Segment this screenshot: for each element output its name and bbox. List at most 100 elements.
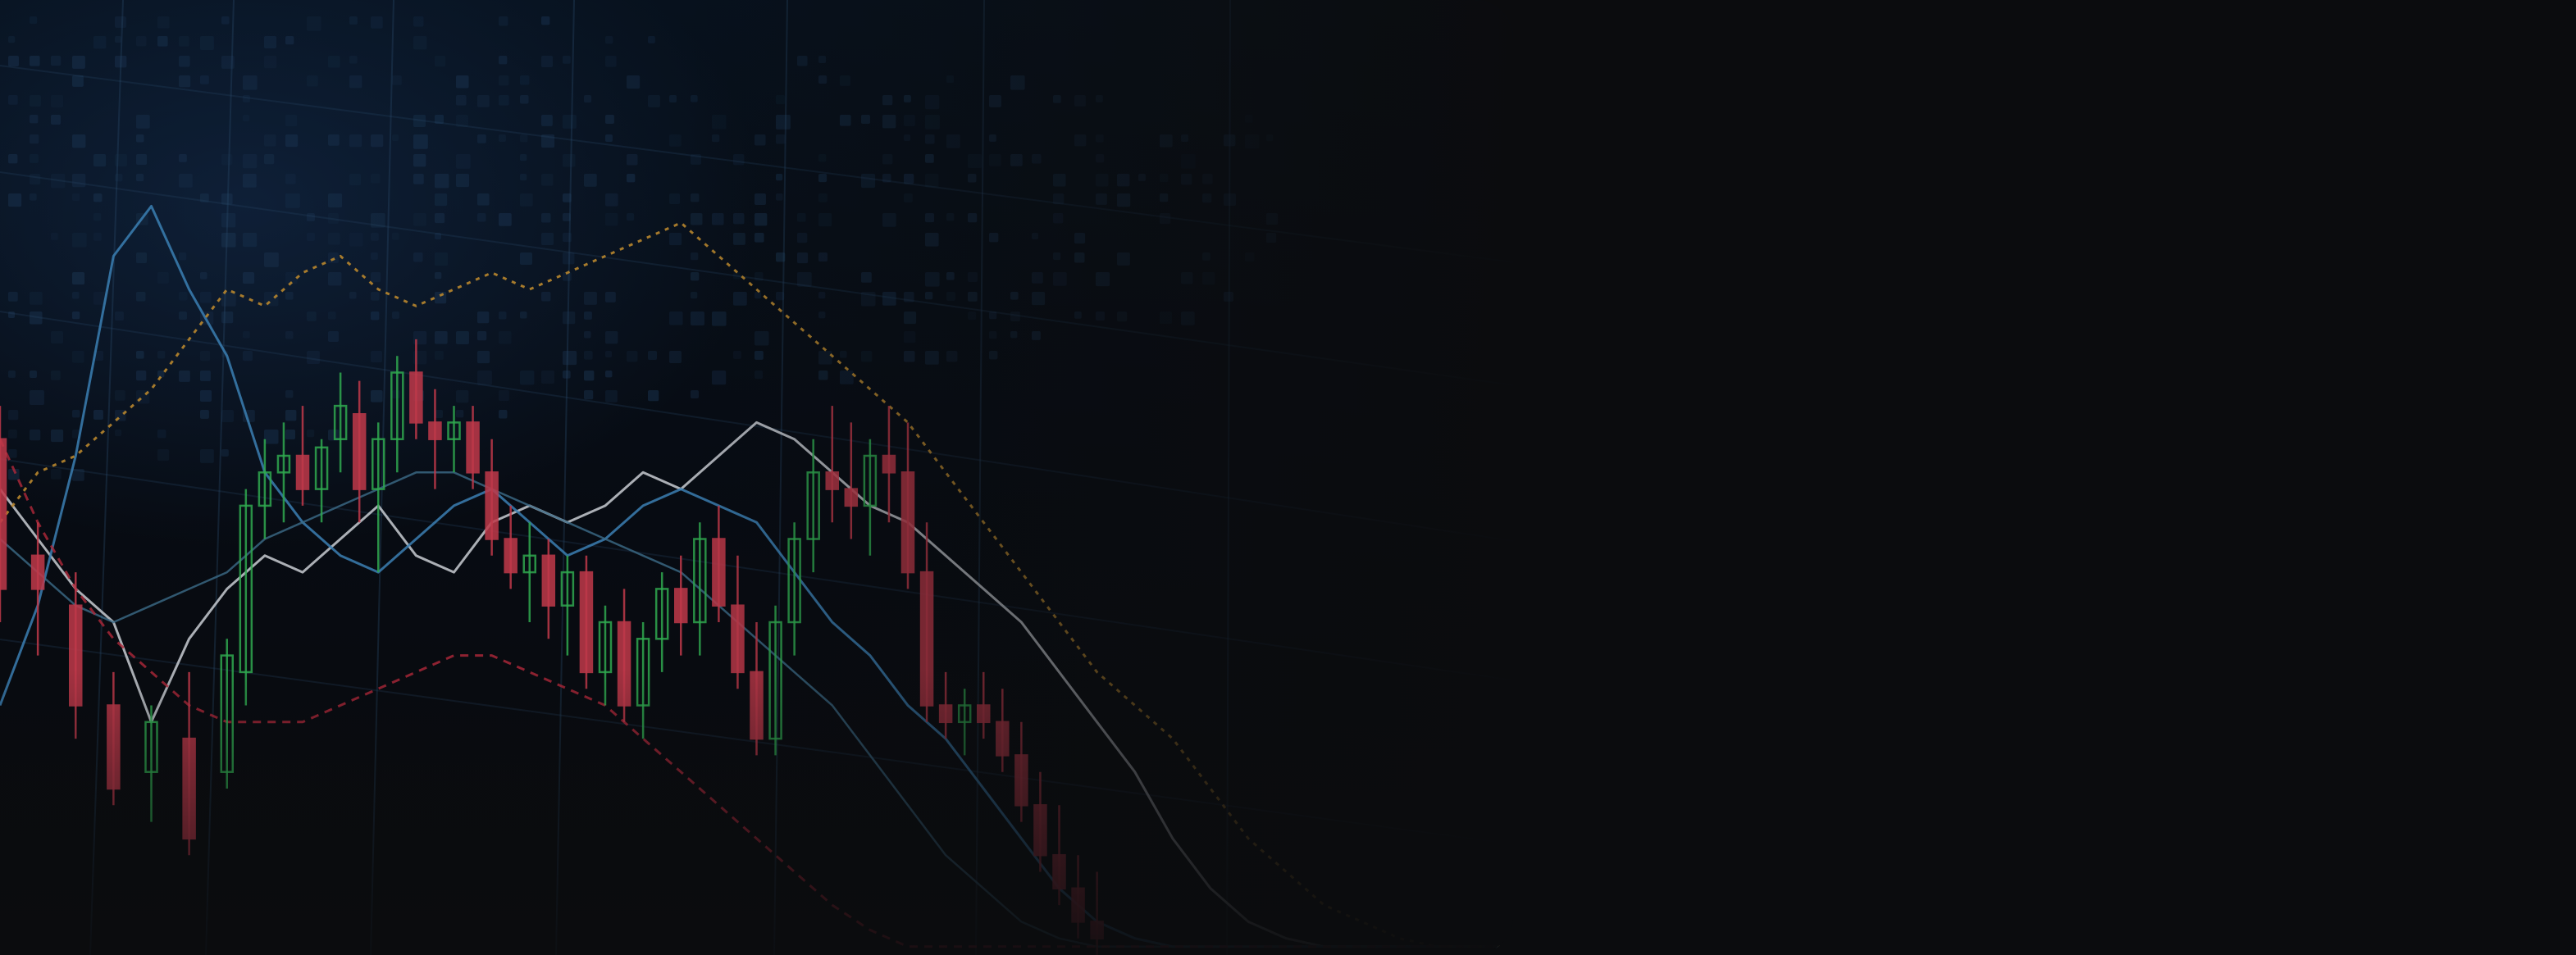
mosaic-tile <box>30 193 37 201</box>
mosaic-tile <box>712 312 727 326</box>
mosaic-tile <box>136 36 147 47</box>
mosaic-tile <box>1181 154 1196 169</box>
mosaic-tile <box>840 371 854 384</box>
mosaic-tile <box>989 154 1001 166</box>
mosaic-tile <box>51 56 62 66</box>
mosaic-tile <box>968 292 978 302</box>
candle-bear <box>466 421 480 474</box>
mosaic-tile <box>648 351 658 361</box>
mosaic-tile <box>285 292 294 300</box>
mosaic-tile <box>51 469 62 480</box>
mosaic-tile <box>115 430 122 437</box>
mosaic-tile <box>157 449 170 462</box>
mosaic-tile <box>243 331 250 339</box>
mosaic-tile <box>499 410 508 419</box>
mosaic-tile <box>605 134 613 142</box>
mosaic-tile <box>520 174 527 181</box>
mosaic-tile <box>115 312 124 321</box>
mosaic-tile <box>904 351 915 362</box>
mosaic-tile <box>371 134 384 148</box>
mosaic-tile <box>349 174 362 186</box>
mosaic-tile <box>51 95 64 108</box>
mosaic-tile <box>243 154 258 169</box>
mosaic-tile <box>861 272 872 283</box>
mosaic-tile <box>307 75 318 87</box>
mosaic-tile <box>1074 233 1086 244</box>
mosaic-tile <box>605 292 616 302</box>
mosaic-tile <box>712 371 727 385</box>
mosaic-tile <box>818 371 828 380</box>
mosaic-tile <box>435 351 444 360</box>
mosaic-tile <box>307 233 315 241</box>
mosaic-tile <box>584 390 594 400</box>
mosaic-tile <box>669 134 682 147</box>
candle-bear <box>674 588 688 624</box>
mosaic-tile <box>349 56 358 64</box>
mosaic-tile <box>691 252 699 261</box>
mosaic-tile <box>946 75 954 83</box>
mosaic-tile <box>691 390 699 398</box>
mosaic-tile <box>904 95 911 102</box>
mosaic-tile <box>392 390 401 399</box>
mosaic-tile <box>541 233 554 246</box>
mosaic-tile <box>413 36 427 50</box>
mosaic-tile <box>307 351 320 364</box>
candle-bear <box>1090 921 1104 939</box>
mosaic-tile <box>818 252 828 262</box>
mosaic-tile <box>179 154 187 162</box>
mosaic-tile <box>1160 174 1169 183</box>
mosaic-tile <box>499 331 512 344</box>
mosaic-tile <box>1032 154 1042 164</box>
mosaic-tile <box>605 371 613 378</box>
mosaic-tile <box>1181 312 1195 325</box>
mosaic-tile <box>1096 312 1106 321</box>
mosaic-tile <box>648 95 660 107</box>
mosaic-tile <box>925 351 939 365</box>
mosaic-tile <box>1032 233 1039 240</box>
candle-bear <box>541 554 556 607</box>
mosaic-tile <box>285 410 297 421</box>
mosaic-tile <box>328 193 343 208</box>
mosaic-tile <box>584 292 597 305</box>
mosaic-tile <box>1032 331 1041 340</box>
mosaic-tile <box>1096 154 1105 163</box>
mosaic-tile <box>243 272 255 284</box>
mosaic-tile <box>840 351 847 358</box>
mosaic-tile <box>776 95 786 105</box>
mosaic-tile <box>520 312 527 319</box>
mosaic-tile <box>755 351 764 360</box>
mosaic-tile <box>1245 134 1260 149</box>
mosaic-tile <box>200 292 212 303</box>
mosaic-tile <box>8 410 19 421</box>
mosaic-tile <box>477 371 492 385</box>
mosaic-tile <box>712 213 724 225</box>
mosaic-tile <box>1074 252 1085 263</box>
mosaic-tile <box>157 371 165 378</box>
mosaic-tile <box>691 272 700 281</box>
mosaic-tile <box>264 430 279 444</box>
mosaic-tile <box>200 449 214 463</box>
mosaic-tile <box>1053 213 1064 224</box>
mosaic-tile <box>93 213 102 221</box>
mosaic-tile <box>371 390 383 402</box>
mosaic-tile <box>499 390 509 401</box>
candle-bear <box>996 721 1010 757</box>
mosaic-tile <box>541 371 555 384</box>
mosaic-tile <box>200 272 207 280</box>
mosaic-tile <box>925 174 939 188</box>
mosaic-tile <box>882 115 896 129</box>
mosaic-tile <box>1053 272 1067 286</box>
mosaic-tile <box>456 390 469 403</box>
mosaic-tile <box>520 154 527 161</box>
mosaic-tile <box>200 351 211 362</box>
mosaic-tile <box>1266 134 1274 142</box>
empty-dark-area <box>1513 0 2576 955</box>
grid-line-horizontal <box>0 311 1513 542</box>
mosaic-tile <box>1160 312 1172 324</box>
mosaic-tile <box>1181 272 1193 284</box>
mosaic-tile <box>627 154 638 166</box>
mosaic-tile <box>818 56 827 64</box>
mosaic-tile <box>8 292 18 302</box>
mosaic-tile <box>712 115 727 130</box>
mosaic-tile <box>1096 272 1110 287</box>
